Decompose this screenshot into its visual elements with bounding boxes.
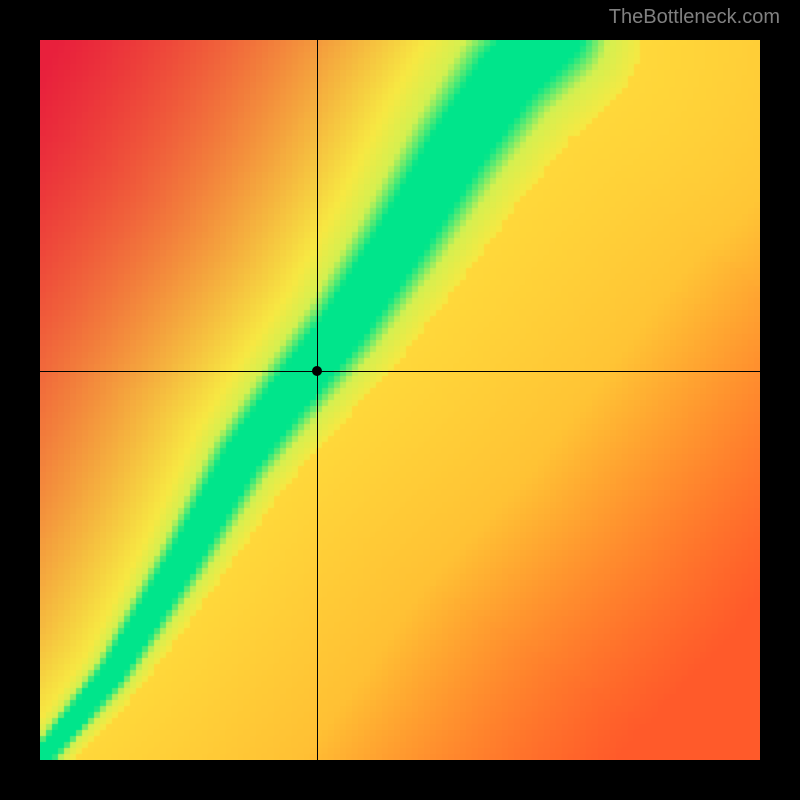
crosshair-vertical [317,40,318,760]
crosshair-marker-dot [312,366,322,376]
crosshair-horizontal [40,371,760,372]
heatmap-plot-area [40,40,760,760]
heatmap-canvas [40,40,760,760]
watermark-text: TheBottleneck.com [609,6,780,29]
